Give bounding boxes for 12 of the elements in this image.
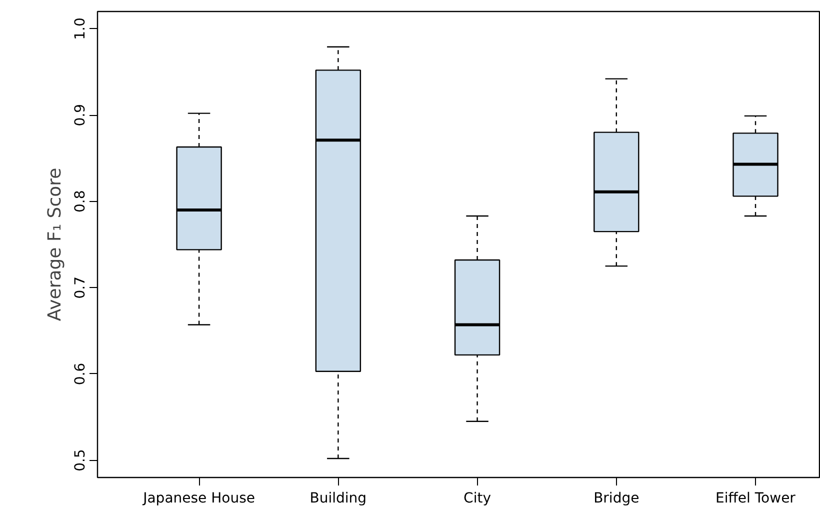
y-tick-label: 1.0	[72, 18, 88, 40]
y-tick-label: 0.9	[72, 104, 88, 126]
y-tick-label: 0.5	[72, 449, 88, 472]
y-axis-title: Average F₁ Score	[44, 168, 66, 322]
x-tick-label: Japanese House	[142, 490, 255, 506]
y-tick-label: 0.7	[72, 276, 88, 299]
x-tick-label: City	[464, 490, 492, 506]
y-tick-label: 0.8	[72, 190, 88, 212]
x-tick-label: Eiffel Tower	[716, 490, 796, 506]
x-tick-label: Building	[310, 490, 367, 506]
y-tick-label: 0.6	[72, 362, 88, 386]
x-tick-label: Bridge	[594, 490, 640, 506]
